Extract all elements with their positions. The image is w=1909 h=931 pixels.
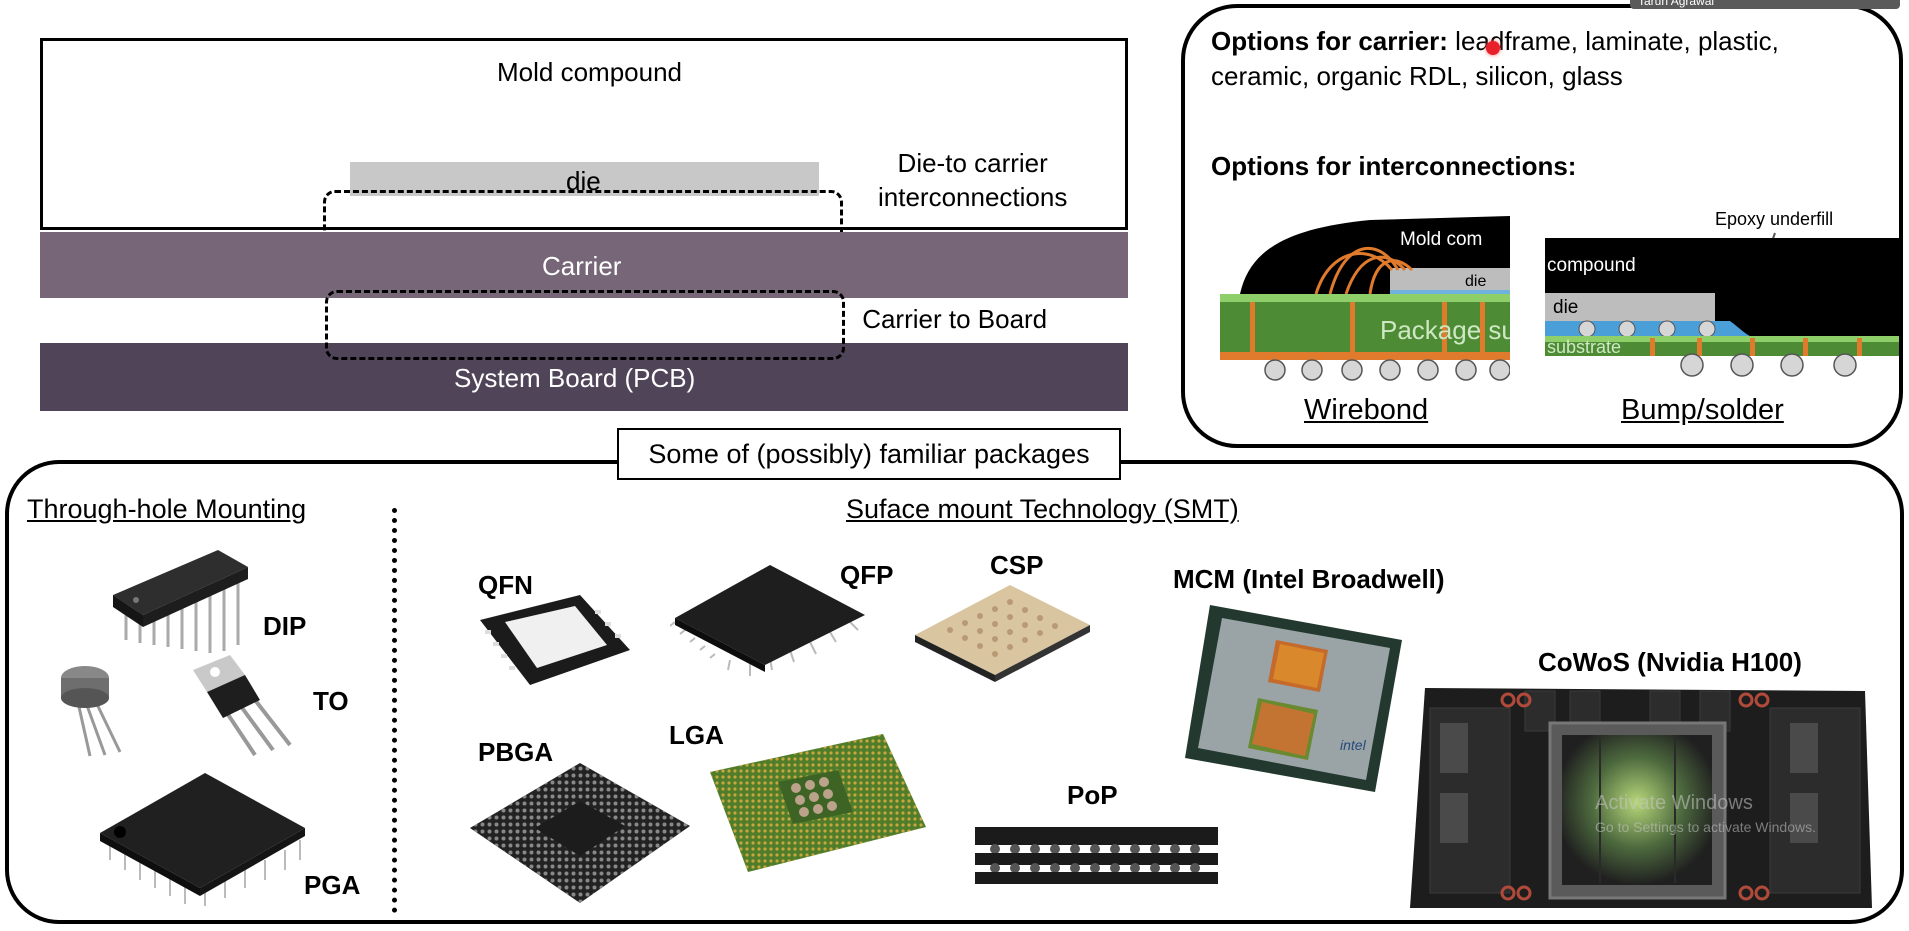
wirebond-substrate-label: Package su [1380, 315, 1510, 345]
bump-die-label: die [1553, 297, 1578, 318]
wirebond-mold-label: Mold com [1400, 229, 1482, 250]
presenter-webcam-strip: Tarun Agrawal [1630, 0, 1900, 9]
lga-label: LGA [669, 720, 724, 750]
qfp-label: QFP [840, 560, 894, 590]
laser-pointer-dot [1486, 41, 1500, 55]
bump-solder-diagram: Epoxy underfill compound die substrate [1545, 209, 1899, 377]
bump-solder-caption: Bump/solder [1621, 394, 1784, 426]
system-board-label: System Board (PCB) [454, 363, 696, 393]
lga-package-image [710, 734, 926, 872]
wirebond-substrate [1220, 302, 1510, 360]
activate-windows-watermark: Activate Windows Go to Settings to activ… [1595, 792, 1816, 835]
pop-label: PoP [1067, 780, 1118, 810]
qfn-label: QFN [478, 570, 533, 600]
carrier-options-text: Options for carrier: leadframe, laminate… [1211, 26, 1779, 57]
section-divider [392, 508, 397, 913]
carrier-to-board-region [325, 290, 845, 360]
svg-text:intel: intel [1340, 737, 1367, 753]
to-label: TO [313, 686, 349, 716]
mcm-package-image: intel [1185, 605, 1402, 792]
carrier-label: Carrier [542, 251, 622, 281]
pbga-package-image [470, 763, 690, 903]
pga-label: PGA [304, 870, 361, 900]
cowos-package-image [1410, 688, 1872, 908]
packages-title: Some of (possibly) familiar packages [648, 438, 1090, 469]
mold-compound-box [40, 38, 1128, 230]
dip-label: DIP [263, 611, 307, 641]
wirebond-die-label: die [1465, 273, 1486, 290]
smt-heading: Suface mount Technology (SMT) [846, 494, 1239, 524]
bump-substrate-label: substrate [1547, 337, 1621, 357]
mold-compound-label: Mold compound [497, 57, 682, 87]
presenter-name: Tarun Agrawal [1638, 0, 1715, 8]
bump-substrate [1545, 342, 1899, 356]
options-panel: Options for carrier: leadframe, laminate… [1181, 4, 1903, 448]
die-to-carrier-label: Die-to carrier interconnections [878, 148, 1068, 212]
wirebond-caption: Wirebond [1304, 394, 1429, 426]
csp-package-image [915, 585, 1090, 682]
pop-package-image [975, 827, 1218, 884]
wirebond-die [1390, 268, 1510, 290]
carrier-options-heading: Options for carrier: [1211, 26, 1448, 56]
interconnect-options-heading: Options for interconnections: [1211, 151, 1577, 181]
epoxy-underfill-label: Epoxy underfill [1715, 209, 1833, 229]
dip-package-image [113, 550, 248, 653]
cowos-label: CoWoS (Nvidia H100) [1538, 647, 1802, 677]
watermark-title: Activate Windows [1595, 792, 1753, 814]
qfn-package-image [480, 595, 630, 685]
carrier-options-list-line2: ceramic, organic RDL, silicon, glass [1211, 61, 1623, 91]
to-220-package-image [193, 655, 292, 757]
bump-die [1545, 293, 1715, 321]
package-cross-section: Mold compound die Die-to carrier interco… [0, 0, 1150, 420]
csp-label: CSP [990, 550, 1044, 580]
mcm-label: MCM (Intel Broadwell) [1173, 564, 1445, 594]
packages-title-box: Some of (possibly) familiar packages [617, 428, 1121, 480]
to-can-package-image [61, 666, 122, 757]
system-board-layer [40, 343, 1128, 411]
pga-package-image [100, 773, 305, 906]
watermark-subtitle: Go to Settings to activate Windows. [1595, 819, 1816, 835]
wirebond-diagram: Mold com die Package su [1220, 216, 1510, 381]
qfp-package-image [670, 565, 865, 676]
carrier-options-list: leadframe, laminate, plastic, [1447, 26, 1779, 56]
through-hole-heading: Through-hole Mounting [27, 494, 307, 524]
carrier-layer [40, 232, 1128, 298]
pbga-label: PBGA [478, 737, 554, 767]
bump-compound-label: compound [1547, 255, 1636, 276]
